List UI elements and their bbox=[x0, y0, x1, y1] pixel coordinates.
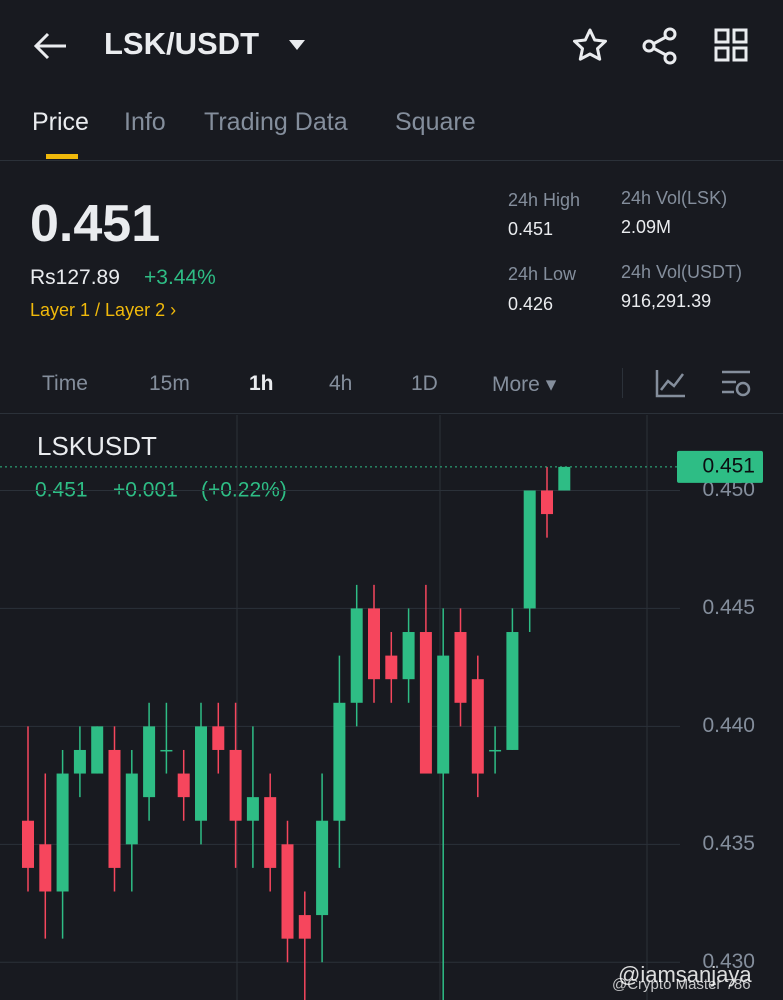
y-tick-label: 0.440 bbox=[702, 714, 755, 737]
interval[interactable]: 15m bbox=[149, 372, 190, 395]
last-price-label: 0.451 bbox=[702, 454, 755, 477]
candle-body bbox=[281, 844, 294, 939]
candle-body bbox=[316, 820, 329, 916]
tab-indicator bbox=[46, 154, 78, 159]
y-tick-label: 0.450 bbox=[702, 478, 755, 501]
interval[interactable]: More ▾ bbox=[492, 373, 557, 396]
candlestick-chart: LSKUSDT 0.451 +0.001 (+0.22%) 0.4500.445… bbox=[0, 415, 763, 1000]
last-price-box bbox=[677, 450, 763, 483]
candle-body bbox=[385, 655, 398, 680]
candle-body bbox=[143, 726, 156, 798]
indicator-icon[interactable] bbox=[655, 368, 687, 398]
candle-body bbox=[541, 490, 553, 515]
interval[interactable]: 4h bbox=[329, 372, 353, 395]
tab[interactable]: Trading Data bbox=[204, 108, 348, 136]
y-tick-label: 0.430 bbox=[702, 950, 755, 973]
watermark: @iamsanjaya bbox=[618, 962, 752, 987]
stat-label: 24h Vol(USDT) bbox=[621, 262, 743, 282]
candle-body bbox=[558, 466, 571, 491]
candle-body bbox=[350, 608, 363, 703]
stat-value: 916,291.39 bbox=[621, 291, 712, 311]
share-icon[interactable] bbox=[640, 26, 680, 66]
divider bbox=[0, 413, 783, 414]
pair-title[interactable]: LSK/USDT bbox=[104, 26, 259, 61]
candle-body bbox=[419, 632, 432, 774]
candle-body bbox=[454, 632, 467, 703]
candle-body bbox=[39, 844, 52, 892]
stat-value: 0.451 bbox=[508, 219, 554, 239]
candle-body bbox=[195, 726, 207, 821]
star-icon[interactable] bbox=[570, 26, 610, 66]
last-price: 0.451 bbox=[30, 195, 161, 253]
stat-value: 0.426 bbox=[508, 294, 554, 314]
candle-body bbox=[489, 749, 502, 752]
candle-body bbox=[246, 797, 259, 821]
tab[interactable]: Price bbox=[32, 108, 89, 136]
candle-body bbox=[160, 749, 173, 752]
stat-label: 24h Vol(LSK) bbox=[621, 188, 728, 208]
back-icon[interactable] bbox=[30, 28, 70, 64]
stat-label: 24h Low bbox=[508, 264, 577, 284]
candle-body bbox=[177, 773, 190, 798]
candle-body bbox=[437, 655, 450, 774]
interval[interactable]: 1D bbox=[411, 372, 438, 395]
tab[interactable]: Square bbox=[395, 108, 476, 136]
candle-body bbox=[229, 749, 242, 821]
y-tick-label: 0.435 bbox=[702, 832, 755, 855]
candle-body bbox=[368, 608, 380, 680]
menu-icon[interactable] bbox=[712, 26, 752, 66]
candle-body bbox=[125, 773, 138, 845]
candle-body bbox=[56, 773, 69, 892]
watermark: @Crypto Master 786 bbox=[612, 976, 751, 993]
candle-body bbox=[506, 632, 519, 750]
fiat-price: Rs127.89 bbox=[30, 266, 120, 289]
candle-body bbox=[264, 797, 277, 868]
dropdown-icon[interactable] bbox=[287, 38, 307, 52]
candle-body bbox=[298, 915, 311, 939]
candle-body bbox=[91, 726, 104, 774]
candle-body bbox=[108, 749, 121, 868]
price-change: +3.44% bbox=[144, 266, 216, 289]
interval[interactable]: Time bbox=[42, 372, 88, 395]
candle-body bbox=[471, 679, 484, 774]
candle-body bbox=[73, 749, 86, 774]
candle-body bbox=[212, 726, 225, 750]
category-link[interactable]: Layer 1 / Layer 2 › bbox=[30, 300, 177, 320]
divider bbox=[0, 160, 783, 161]
candle-body bbox=[22, 820, 34, 868]
y-tick-label: 0.445 bbox=[702, 596, 755, 619]
divider bbox=[622, 368, 623, 398]
tab[interactable]: Info bbox=[124, 108, 166, 136]
stat-label: 24h High bbox=[508, 190, 581, 210]
category: Layer 1 / Layer 2 bbox=[30, 300, 166, 320]
chart-title: LSKUSDT bbox=[37, 431, 157, 461]
settings-icon[interactable] bbox=[720, 368, 752, 398]
candle-body bbox=[402, 632, 415, 680]
candle-body bbox=[333, 702, 346, 821]
interval-label: More bbox=[492, 373, 540, 396]
stat-value: 2.09M bbox=[621, 217, 672, 237]
interval[interactable]: 1h bbox=[249, 372, 274, 395]
candle-body bbox=[523, 490, 536, 609]
